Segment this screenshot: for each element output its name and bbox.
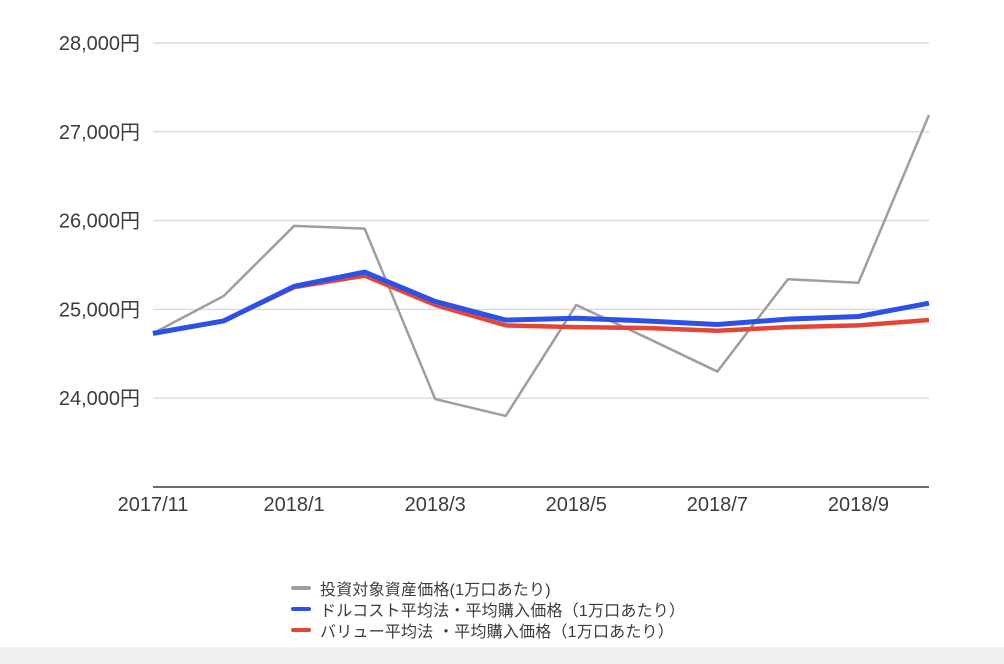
y-axis-tick-label: 27,000円 <box>59 122 140 144</box>
y-axis-tick-label: 25,000円 <box>59 299 140 321</box>
x-axis-tick-label: 2018/3 <box>405 494 466 516</box>
legend-swatch-dollar-cost-averaging <box>291 606 311 611</box>
y-axis-tick-label: 28,000円 <box>59 33 140 55</box>
legend-swatch-value-averaging <box>291 627 311 632</box>
legend-item-asset-price: 投資対象資産価格(1万口あたり) <box>291 577 685 599</box>
series-line-1 <box>152 269 930 336</box>
legend-swatch-asset-price <box>291 585 311 590</box>
x-axis-tick-label: 2018/9 <box>828 494 889 516</box>
series-line-0 <box>152 114 931 418</box>
y-axis-tick-label: 26,000円 <box>59 211 140 233</box>
x-axis-tick-label: 2018/5 <box>546 494 607 516</box>
legend-label-asset-price: 投資対象資産価格(1万口あたり) <box>320 581 551 599</box>
y-axis-tick-label: 24,000円 <box>59 388 140 410</box>
window-bottom-strip <box>0 647 1004 664</box>
legend-label-dollar-cost-averaging: ドルコスト平均法・平均購入価格（1万口あたり） <box>320 602 686 620</box>
x-axis-tick-label: 2018/7 <box>687 494 748 516</box>
x-axis-tick-label: 2018/1 <box>264 494 325 516</box>
series-line-2 <box>152 273 930 336</box>
legend: 投資対象資産価格(1万口あたり) ドルコスト平均法・平均購入価格（1万口あたり）… <box>291 577 686 641</box>
legend-item-value-averaging: バリュー平均法 ・平均購入価格（1万口あたり） <box>291 619 685 641</box>
x-axis-tick-label: 2017/11 <box>118 494 189 516</box>
legend-label-value-averaging: バリュー平均法 ・平均購入価格（1万口あたり） <box>320 623 674 641</box>
legend-item-dollar-cost-averaging: ドルコスト平均法・平均購入価格（1万口あたり） <box>291 598 686 620</box>
